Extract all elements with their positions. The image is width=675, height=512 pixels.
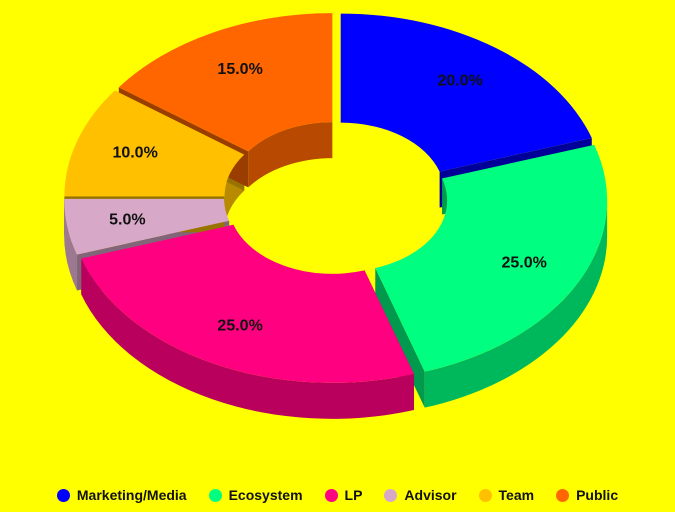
slice-outer-wall-2 <box>81 258 414 419</box>
slice-lp <box>81 224 414 383</box>
legend-swatch-icon <box>208 488 222 502</box>
legend-label: Marketing/Media <box>76 487 187 503</box>
slice-label-4: 10.0% <box>112 145 157 162</box>
slice-label-0: 20.0% <box>437 73 482 90</box>
legend-item[interactable]: Marketing/Media <box>56 487 187 503</box>
legend-label: LP <box>344 487 363 503</box>
legend-label: Public <box>576 487 619 503</box>
slice-label-3: 5.0% <box>109 212 145 229</box>
legend: Marketing/Media Ecosystem LP Advisor Team Pub… <box>0 487 675 503</box>
legend-swatch-icon <box>324 488 338 502</box>
legend-swatch-icon <box>384 488 398 502</box>
legend-item[interactable]: Team <box>478 487 535 503</box>
slice-inner-wall-5 <box>248 122 333 188</box>
legend-item[interactable]: Advisor <box>384 487 457 503</box>
slice-team <box>64 90 245 197</box>
legend-item[interactable]: Public <box>556 487 618 503</box>
legend-item[interactable]: LP <box>324 487 363 503</box>
legend-label: Team <box>498 487 535 503</box>
legend-label: Ecosystem <box>228 487 303 503</box>
slice-label-5: 15.0% <box>217 61 262 78</box>
slice-ecosystem <box>375 144 608 372</box>
slice-marketing-media <box>340 13 592 172</box>
slice-outer-wall-3 <box>64 198 78 291</box>
legend-swatch-icon <box>478 488 492 502</box>
legend-swatch-icon <box>556 488 570 502</box>
legend-swatch-icon <box>56 488 70 502</box>
slice-outer-wall-1 <box>424 200 608 408</box>
slice-public <box>118 13 333 152</box>
legend-label: Advisor <box>404 487 457 503</box>
slice-label-2: 25.0% <box>217 318 262 335</box>
legend-item[interactable]: Ecosystem <box>208 487 303 503</box>
slice-label-1: 25.0% <box>501 255 546 272</box>
slice-advisor <box>64 198 230 255</box>
